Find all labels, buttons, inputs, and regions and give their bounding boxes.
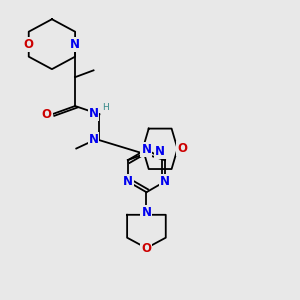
Text: O: O	[42, 108, 52, 121]
Text: O: O	[141, 242, 152, 255]
Text: N: N	[141, 206, 152, 219]
Text: N: N	[123, 175, 133, 188]
Text: N: N	[160, 175, 170, 188]
Text: N: N	[141, 143, 152, 156]
Text: H: H	[102, 103, 109, 112]
Text: N: N	[88, 133, 98, 146]
Text: O: O	[177, 142, 187, 155]
Text: N: N	[155, 145, 165, 158]
Text: N: N	[70, 38, 80, 51]
Text: O: O	[24, 38, 34, 51]
Text: N: N	[88, 106, 98, 120]
